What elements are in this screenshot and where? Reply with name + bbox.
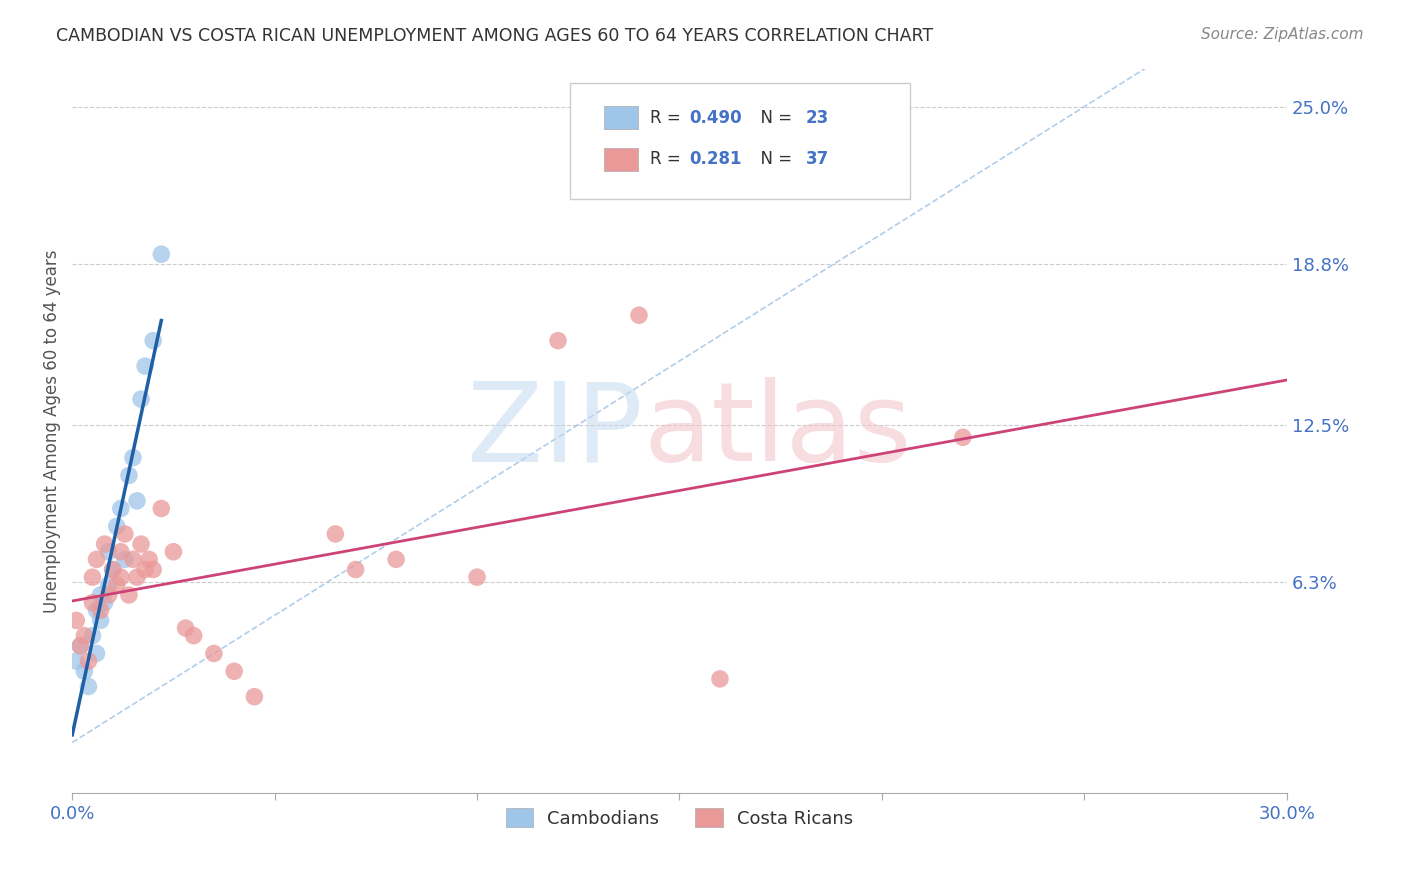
Point: [105, 578, 128, 592]
Point: [325, 527, 347, 541]
Text: 0.281: 0.281: [689, 150, 742, 168]
Text: N =: N =: [749, 150, 797, 168]
Point: [150, 501, 173, 516]
Point: [77, 680, 100, 694]
Point: [134, 563, 156, 577]
Point: [344, 563, 367, 577]
Point: [101, 563, 124, 577]
Point: [110, 570, 132, 584]
Point: [73, 629, 96, 643]
Point: [82, 570, 104, 584]
Point: [93, 537, 115, 551]
Text: N =: N =: [749, 109, 797, 127]
Point: [174, 621, 197, 635]
FancyBboxPatch shape: [571, 83, 910, 199]
Point: [114, 527, 136, 541]
Point: [138, 552, 160, 566]
Point: [465, 570, 488, 584]
Point: [77, 654, 100, 668]
Legend: Cambodians, Costa Ricans: Cambodians, Costa Ricans: [499, 801, 860, 835]
Point: [105, 519, 128, 533]
Point: [90, 614, 112, 628]
Point: [97, 545, 120, 559]
Point: [118, 588, 141, 602]
Point: [65, 614, 87, 628]
Text: 23: 23: [806, 109, 830, 127]
Point: [125, 494, 148, 508]
Point: [122, 450, 145, 465]
Point: [90, 603, 112, 617]
Point: [162, 545, 184, 559]
Point: [122, 552, 145, 566]
Point: [385, 552, 408, 566]
Text: 37: 37: [806, 150, 830, 168]
Text: R =: R =: [651, 150, 692, 168]
Point: [142, 563, 165, 577]
Point: [86, 647, 108, 661]
Text: CAMBODIAN VS COSTA RICAN UNEMPLOYMENT AMONG AGES 60 TO 64 YEARS CORRELATION CHAR: CAMBODIAN VS COSTA RICAN UNEMPLOYMENT AM…: [56, 27, 934, 45]
Point: [118, 468, 141, 483]
Text: atlas: atlas: [643, 377, 911, 484]
Point: [547, 334, 569, 348]
Point: [142, 334, 165, 348]
Point: [110, 545, 132, 559]
Point: [627, 308, 650, 322]
Text: Source: ZipAtlas.com: Source: ZipAtlas.com: [1201, 27, 1364, 42]
Point: [82, 629, 104, 643]
Point: [86, 603, 108, 617]
Point: [709, 672, 731, 686]
Point: [183, 629, 205, 643]
Point: [129, 537, 152, 551]
Text: ZIP: ZIP: [467, 377, 643, 484]
Point: [243, 690, 266, 704]
Point: [101, 563, 124, 577]
Point: [224, 665, 246, 679]
FancyBboxPatch shape: [605, 147, 638, 170]
Point: [93, 596, 115, 610]
Point: [202, 647, 225, 661]
Text: R =: R =: [651, 109, 686, 127]
Point: [110, 501, 132, 516]
Text: 0.490: 0.490: [689, 109, 742, 127]
Y-axis label: Unemployment Among Ages 60 to 64 years: Unemployment Among Ages 60 to 64 years: [44, 249, 60, 613]
Point: [90, 588, 112, 602]
Point: [69, 639, 91, 653]
Point: [150, 247, 173, 261]
Point: [125, 570, 148, 584]
Point: [73, 665, 96, 679]
Point: [69, 639, 91, 653]
Point: [114, 552, 136, 566]
Point: [65, 654, 87, 668]
Point: [82, 596, 104, 610]
Point: [97, 578, 120, 592]
Point: [129, 392, 152, 406]
Point: [86, 552, 108, 566]
FancyBboxPatch shape: [605, 106, 638, 129]
Point: [97, 588, 120, 602]
Point: [134, 359, 156, 373]
Point: [952, 430, 974, 444]
